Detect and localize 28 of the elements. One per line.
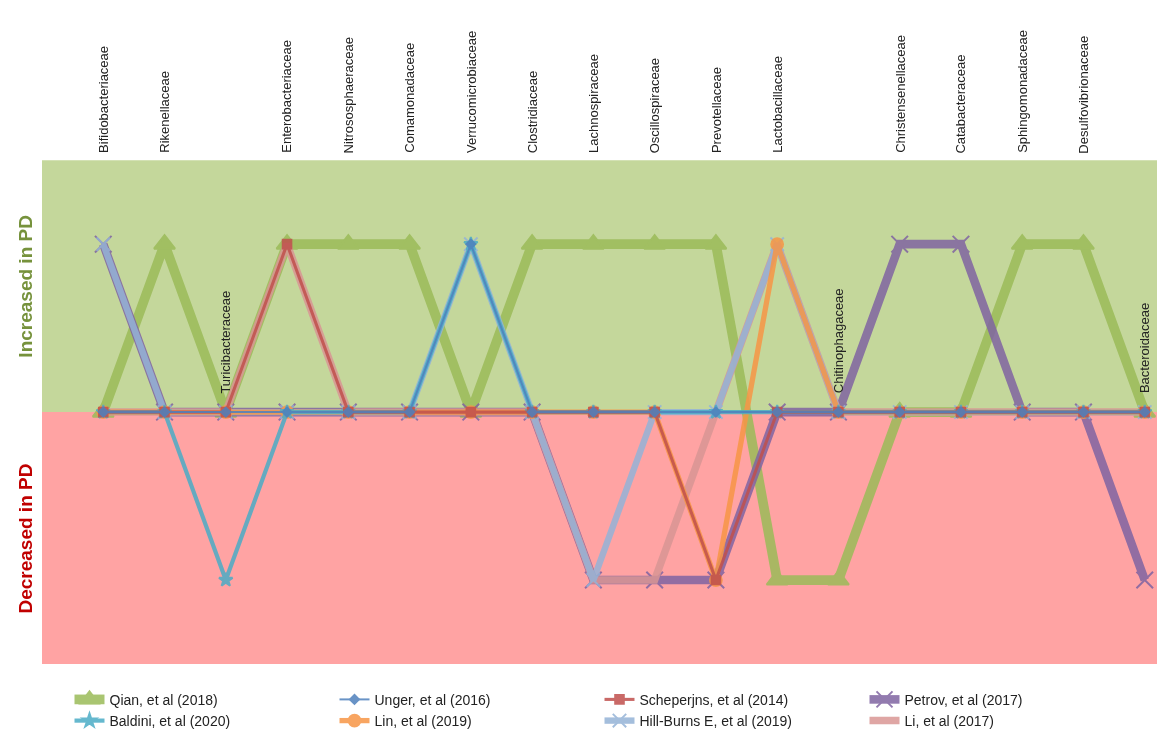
x-tick-label: Lachnospiraceae: [585, 53, 601, 154]
legend-label: Unger, et al (2016): [374, 691, 491, 708]
x-tick-label: Comamonadaceae: [402, 42, 418, 153]
x-tick-label: Desulfovibrionaceae: [1076, 35, 1092, 154]
band-label: Increased in PD: [15, 215, 37, 358]
legend-label: Scheperjns, et al (2014): [639, 691, 789, 708]
x-tick-label: Catabacteraceae: [953, 54, 969, 154]
x-tick-label: Enterobacteriaceae: [279, 39, 295, 153]
band-label: Decreased in PD: [15, 463, 37, 614]
x-tick-label: Bifidobacteriaceae: [95, 45, 111, 153]
legend-label: Lin, et al (2019): [374, 713, 472, 730]
x-tick-label: Nitrososphaeraceae: [341, 37, 357, 154]
x-tick-label: Lactobacillaceae: [769, 55, 785, 153]
legend-label: Baldini, et al (2020): [109, 713, 231, 730]
legend-label: Hill-Burns E, et al (2019): [639, 713, 793, 730]
legend-label: Li, et al (2017): [904, 713, 994, 730]
x-tick-label: Sphingomonadaceae: [1014, 29, 1030, 153]
x-tick-label: Rikenellaceae: [157, 71, 173, 153]
x-tick-label: Prevotellaceae: [708, 67, 724, 154]
x-tick-label: Turicibacteraceae: [217, 290, 233, 394]
x-tick-label: Verrucomicrobiaceae: [463, 30, 479, 153]
legend-label: Petrov, et al (2017): [904, 691, 1023, 708]
x-tick-label: Christensenellaceae: [892, 35, 908, 153]
x-tick-label: Chitinophagaceae: [830, 288, 846, 394]
x-tick-label: Oscillospiraceae: [646, 57, 662, 154]
x-tick-label: Bacteroidaceae: [1137, 302, 1153, 394]
legend-label: Qian, et al (2018): [109, 691, 218, 708]
x-tick-label: Clostridiaceae: [524, 70, 540, 154]
